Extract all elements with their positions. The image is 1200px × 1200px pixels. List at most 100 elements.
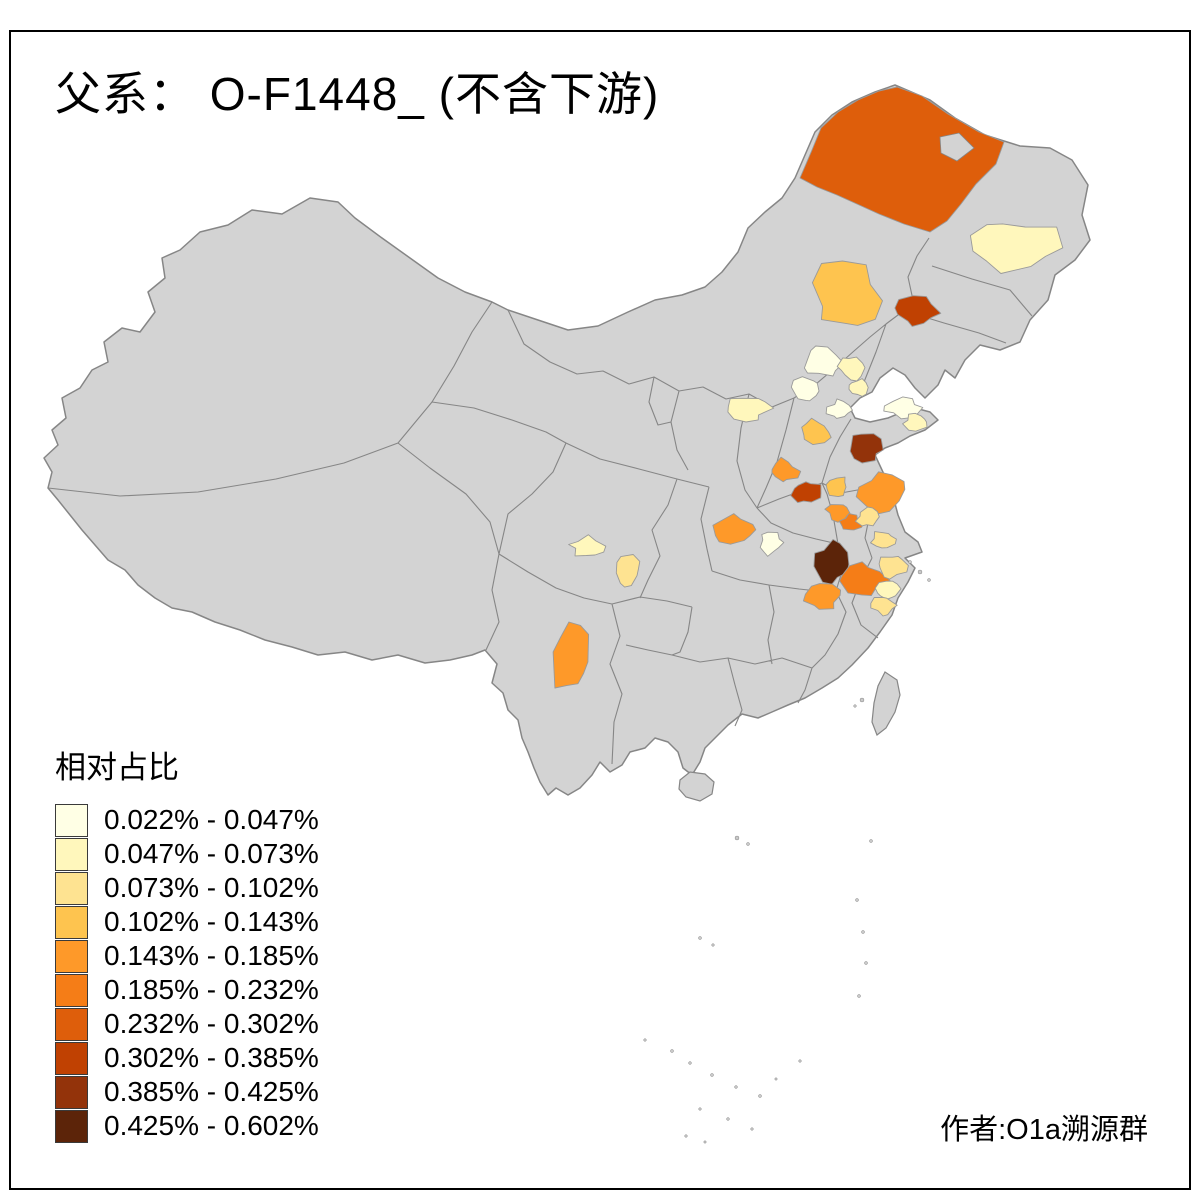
legend-swatch	[55, 973, 88, 1007]
legend-label: 0.022% - 0.047%	[104, 804, 319, 835]
legend-swatch	[55, 1075, 88, 1109]
legend-label: 0.185% - 0.232%	[104, 974, 319, 1005]
map-region	[969, 223, 1064, 274]
map-region	[552, 621, 590, 689]
map-region	[799, 86, 1005, 233]
legend-row: 0.302% - 0.385%	[55, 1041, 319, 1075]
legend-label: 0.385% - 0.425%	[104, 1076, 319, 1107]
hainan-island	[678, 771, 715, 802]
legend-swatch	[55, 939, 88, 973]
sea-island-speck	[703, 1140, 707, 1144]
map-region	[825, 476, 847, 498]
sea-island-speck	[861, 930, 865, 934]
sea-island-speck	[688, 1061, 692, 1065]
map-region	[803, 345, 844, 377]
plot-border	[9, 30, 1191, 1190]
map-region	[825, 398, 853, 419]
legend-row: 0.385% - 0.425%	[55, 1075, 319, 1109]
legend-row: 0.232% - 0.302%	[55, 1007, 319, 1041]
sea-island-speck	[746, 842, 750, 846]
sea-island-speck	[857, 994, 861, 998]
legend-swatch	[55, 1041, 88, 1075]
legend-label: 0.102% - 0.143%	[104, 906, 319, 937]
legend-swatch	[55, 803, 88, 837]
sea-island-speck	[670, 1049, 674, 1053]
map-region	[848, 378, 869, 397]
map-region	[759, 531, 785, 557]
legend-items: 0.022% - 0.047% 0.047% - 0.073% 0.073% - 0…	[55, 803, 319, 1143]
map-region	[727, 397, 775, 423]
sea-island-speck	[853, 704, 857, 708]
islands-group	[678, 671, 901, 802]
map-region	[870, 531, 897, 549]
legend-row: 0.185% - 0.232%	[55, 973, 319, 1007]
sea-island-speck	[859, 697, 865, 703]
map-region	[712, 513, 757, 545]
legend-title: 相对占比	[55, 750, 179, 785]
map-region	[855, 471, 906, 515]
map-region	[568, 534, 607, 557]
map-region	[790, 376, 820, 402]
legend-swatch	[55, 837, 88, 871]
map-region	[790, 481, 822, 504]
sea-island-speck	[917, 569, 923, 575]
sea-island-speck	[711, 943, 715, 947]
sea-island-speck	[710, 1073, 714, 1077]
sea-island-speck	[774, 1077, 778, 1081]
hulunbuir-notch	[939, 132, 975, 162]
legend-swatch	[55, 1007, 88, 1041]
colored-regions	[552, 86, 1064, 689]
sea-island-speck	[758, 1094, 762, 1098]
sea-island-speck	[750, 1127, 754, 1131]
legend-label: 0.143% - 0.185%	[104, 940, 319, 971]
sea-island-speck	[698, 1107, 702, 1111]
province-borders	[47, 237, 1033, 765]
legend-row: 0.047% - 0.073%	[55, 837, 319, 871]
legend-swatch	[55, 1109, 88, 1143]
legend-label: 0.232% - 0.302%	[104, 1008, 319, 1039]
legend-swatch	[55, 905, 88, 939]
sea-island-speck	[869, 839, 873, 843]
legend-label: 0.073% - 0.102%	[104, 872, 319, 903]
legend-row: 0.102% - 0.143%	[55, 905, 319, 939]
legend-label: 0.425% - 0.602%	[104, 1110, 319, 1141]
map-region	[802, 583, 842, 610]
map-region	[878, 555, 909, 580]
legend-label: 0.302% - 0.385%	[104, 1042, 319, 1073]
legend: 相对占比 0.022% - 0.047% 0.047% - 0.073% 0.073…	[55, 742, 319, 1143]
sea-island-speck	[734, 1085, 738, 1089]
legend-row: 0.143% - 0.185%	[55, 939, 319, 973]
legend-row: 0.022% - 0.047%	[55, 803, 319, 837]
taiwan-island	[871, 671, 901, 736]
sea-island-speck	[698, 936, 702, 940]
map-region	[870, 596, 898, 617]
map-region	[801, 417, 832, 446]
map-region	[849, 433, 884, 464]
sea-island-speck	[684, 1134, 688, 1138]
sea-island-speck	[927, 578, 931, 582]
sea-islands	[643, 560, 931, 1144]
plot-title: 父系： O-F1448_ (不含下游)	[55, 68, 660, 120]
map-region	[813, 539, 850, 585]
map-region	[838, 513, 864, 531]
sea-island-speck	[643, 1038, 647, 1042]
map-region	[854, 506, 880, 527]
map-region	[839, 561, 891, 597]
sea-island-speck	[908, 560, 912, 564]
map-region	[615, 554, 641, 588]
map-region	[836, 356, 866, 382]
map-region	[874, 580, 902, 600]
sea-island-speck	[734, 835, 740, 841]
map-region	[811, 260, 883, 326]
map-region	[771, 456, 802, 483]
legend-row: 0.073% - 0.102%	[55, 871, 319, 905]
legend-swatch	[55, 871, 88, 905]
legend-row: 0.425% - 0.602%	[55, 1109, 319, 1143]
sea-island-speck	[855, 898, 859, 902]
sea-island-speck	[798, 1059, 802, 1063]
attribution: 作者:O1a溯源群	[940, 1114, 1148, 1146]
sea-island-speck	[864, 961, 868, 965]
sea-island-speck	[726, 1117, 730, 1121]
map-region	[902, 412, 928, 432]
